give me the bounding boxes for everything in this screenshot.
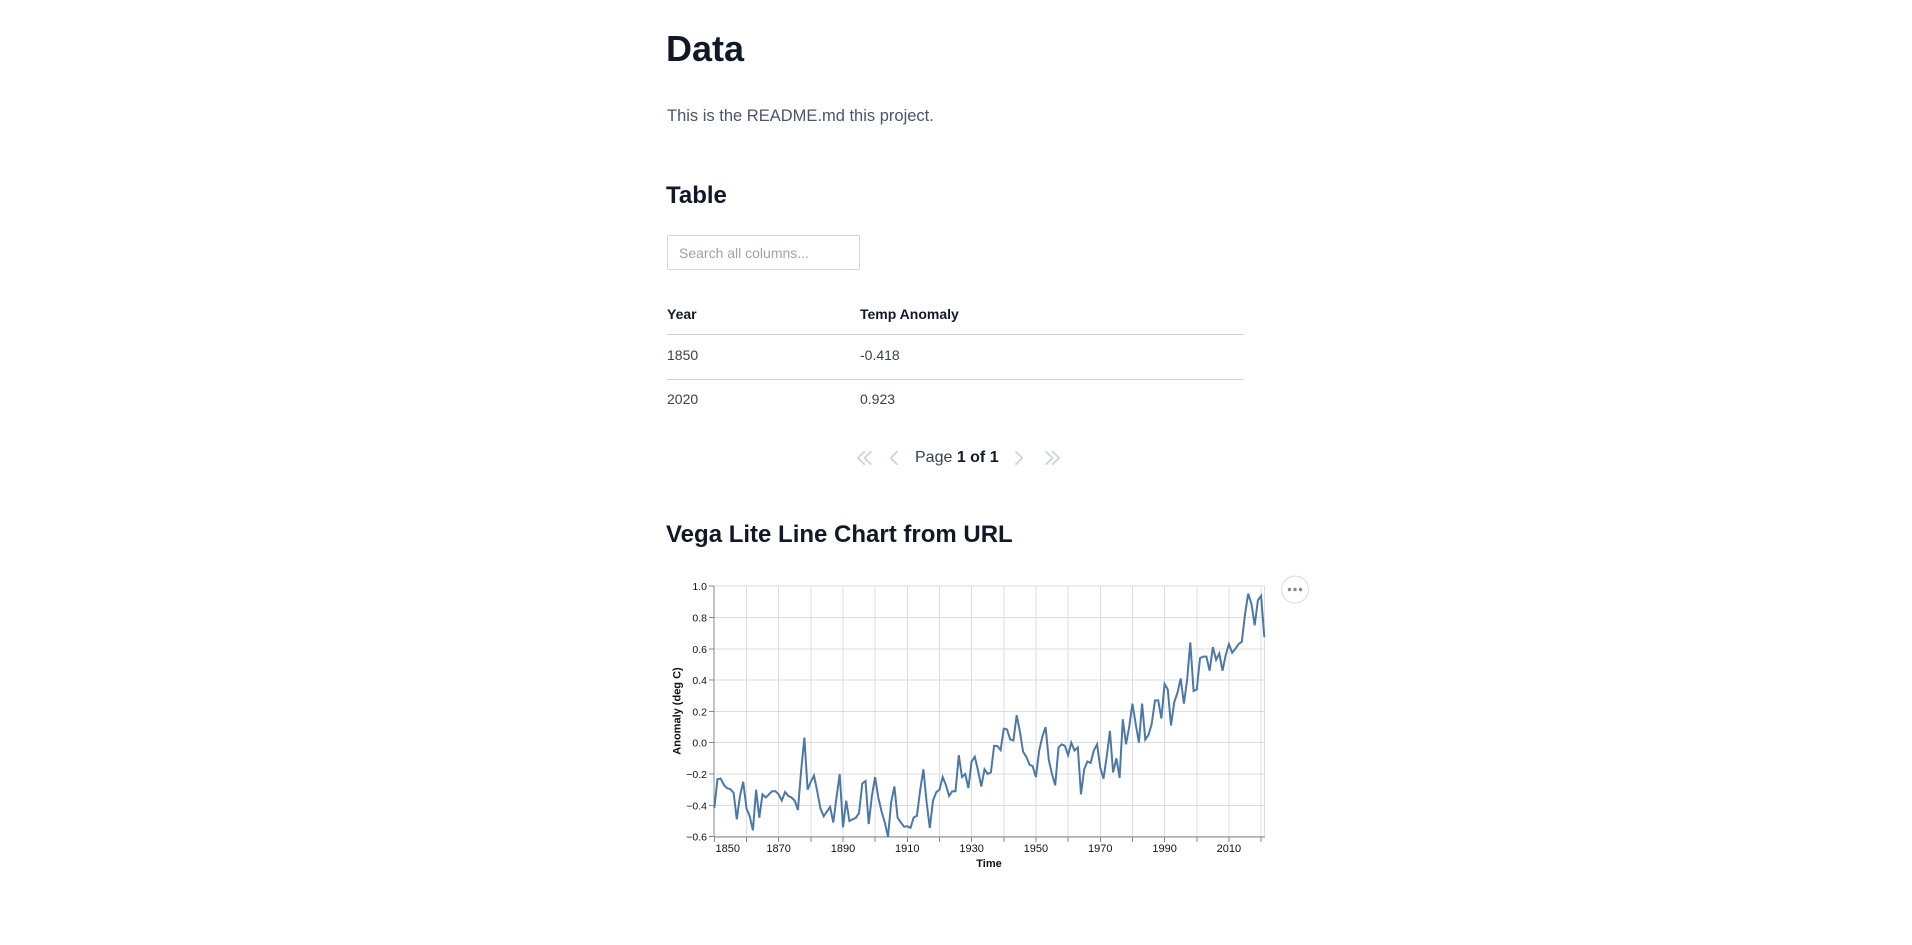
svg-text:1890: 1890	[831, 843, 855, 855]
svg-text:Anomaly (deg C): Anomaly (deg C)	[672, 667, 684, 755]
svg-text:1950: 1950	[1024, 843, 1048, 855]
svg-text:−0.6: −0.6	[686, 832, 707, 844]
svg-text:2010: 2010	[1217, 843, 1241, 855]
svg-text:1930: 1930	[959, 843, 983, 855]
svg-text:−0.2: −0.2	[686, 769, 707, 781]
svg-text:1910: 1910	[895, 843, 919, 855]
svg-text:1850: 1850	[716, 843, 740, 855]
svg-text:0.6: 0.6	[692, 644, 707, 656]
svg-text:0.8: 0.8	[692, 613, 707, 625]
svg-text:0.2: 0.2	[692, 706, 707, 718]
svg-text:0.0: 0.0	[692, 738, 707, 750]
svg-text:1990: 1990	[1152, 843, 1176, 855]
svg-text:1970: 1970	[1088, 843, 1112, 855]
svg-text:Time: Time	[976, 858, 1001, 870]
svg-text:1870: 1870	[766, 843, 790, 855]
svg-text:1.0: 1.0	[692, 581, 707, 593]
svg-text:0.4: 0.4	[692, 675, 707, 687]
svg-text:−0.4: −0.4	[686, 800, 707, 812]
